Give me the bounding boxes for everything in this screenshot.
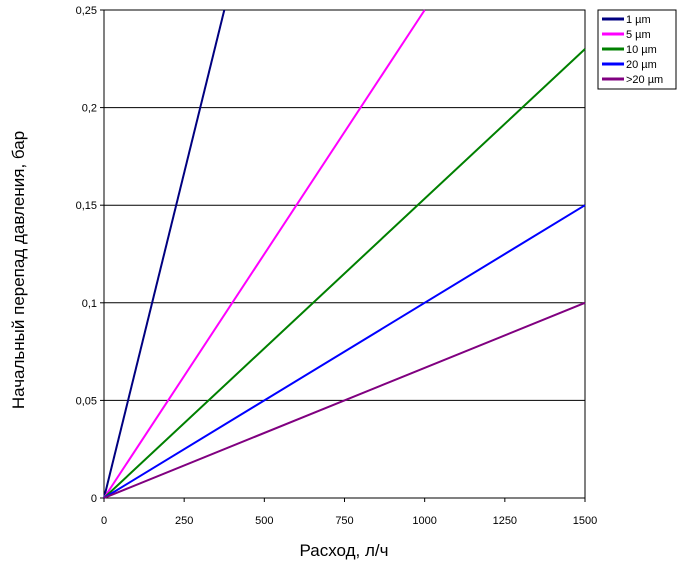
legend-label: 20 µm bbox=[626, 59, 657, 71]
y-tick-label: 0,1 bbox=[82, 298, 97, 310]
x-tick-label: 1250 bbox=[493, 515, 517, 527]
series-line bbox=[103, 301, 586, 499]
y-tick-label: 0,05 bbox=[76, 395, 97, 407]
y-axis-title: Начальный перепад давления, бар bbox=[9, 131, 28, 409]
x-tick-label: 500 bbox=[255, 515, 273, 527]
x-tick-label: 750 bbox=[335, 515, 353, 527]
series-line bbox=[103, 9, 226, 499]
y-tick-label: 0,15 bbox=[76, 200, 97, 212]
legend-label: 1 µm bbox=[626, 14, 651, 26]
legend-label: >20 µm bbox=[626, 74, 663, 86]
y-tick-label: 0,25 bbox=[76, 5, 97, 17]
x-tick-label: 1500 bbox=[573, 515, 597, 527]
x-tick-label: 250 bbox=[175, 515, 193, 527]
legend: 1 µm 5 µm 10 µm 20 µm >20 µm bbox=[597, 9, 677, 90]
x-tick-label: 0 bbox=[101, 515, 107, 527]
plot-area bbox=[103, 9, 586, 499]
series-line bbox=[103, 204, 586, 499]
legend-label: 5 µm bbox=[626, 29, 651, 41]
y-tick-label: 0,2 bbox=[82, 103, 97, 115]
y-axis: 0 0,05 0,1 0,15 0,2 0,25 bbox=[76, 5, 104, 505]
y-tick-label: 0 bbox=[91, 493, 97, 505]
legend-label: 10 µm bbox=[626, 44, 657, 56]
x-axis-title: Расход, л/ч bbox=[300, 541, 389, 560]
series-line bbox=[103, 9, 426, 499]
x-axis: 0 250 500 750 1000 1250 1500 bbox=[101, 498, 597, 527]
series-lines bbox=[103, 9, 586, 499]
x-tick-label: 1000 bbox=[412, 515, 436, 527]
series-line bbox=[103, 48, 586, 499]
